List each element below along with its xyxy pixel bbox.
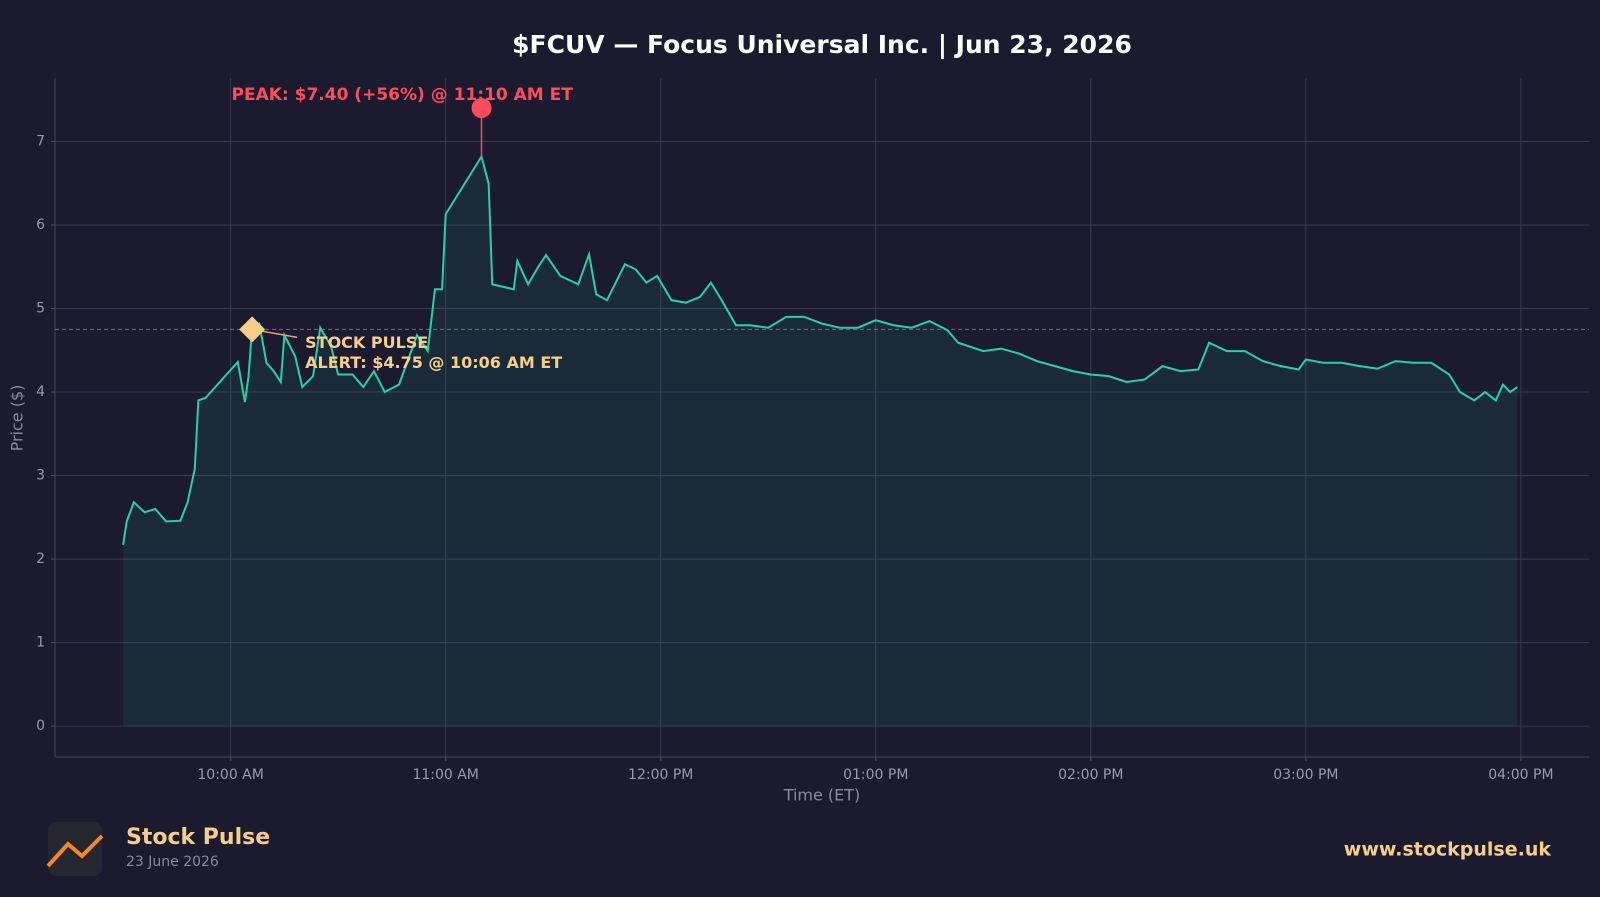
chart-title: $FCUV — Focus Universal Inc. | Jun 23, 2… bbox=[512, 30, 1132, 59]
y-tick-label: 7 bbox=[36, 133, 45, 149]
y-tick-label: 3 bbox=[36, 468, 45, 484]
price-area bbox=[123, 156, 1518, 727]
y-tick-label: 4 bbox=[36, 384, 45, 400]
alert-marker bbox=[239, 316, 266, 343]
peak-marker bbox=[471, 98, 492, 119]
alert-label: STOCK PULSE bbox=[305, 333, 428, 352]
x-tick-label: 10:00 AM bbox=[197, 767, 263, 783]
x-tick-label: 12:00 PM bbox=[628, 767, 693, 783]
y-tick-label: 6 bbox=[36, 217, 45, 233]
x-tick-label: 03:00 PM bbox=[1273, 767, 1338, 783]
peak-label: PEAK: $7.40 (+56%) @ 11:10 AM ET bbox=[232, 85, 574, 105]
logo bbox=[46, 822, 104, 876]
x-tick-label: 11:00 AM bbox=[412, 767, 478, 783]
footer-date: 23 June 2026 bbox=[126, 854, 219, 870]
alert-label: ALERT: $4.75 @ 10:06 AM ET bbox=[305, 353, 562, 372]
x-axis-label: Time (ET) bbox=[783, 786, 861, 805]
logo-line bbox=[46, 834, 104, 868]
x-tick-label: 02:00 PM bbox=[1058, 767, 1123, 783]
x-tick-label: 04:00 PM bbox=[1488, 767, 1553, 783]
y-tick-label: 0 bbox=[36, 718, 45, 734]
brand: Stock Pulse bbox=[126, 825, 270, 850]
y-tick-label: 1 bbox=[36, 635, 45, 651]
website: www.stockpulse.uk bbox=[1344, 839, 1552, 861]
y-tick-label: 5 bbox=[36, 301, 45, 317]
y-tick-label: 2 bbox=[36, 551, 45, 567]
price-line bbox=[122, 154, 1518, 546]
x-tick-label: 01:00 PM bbox=[843, 767, 908, 783]
y-axis-label: Price ($) bbox=[8, 385, 27, 452]
